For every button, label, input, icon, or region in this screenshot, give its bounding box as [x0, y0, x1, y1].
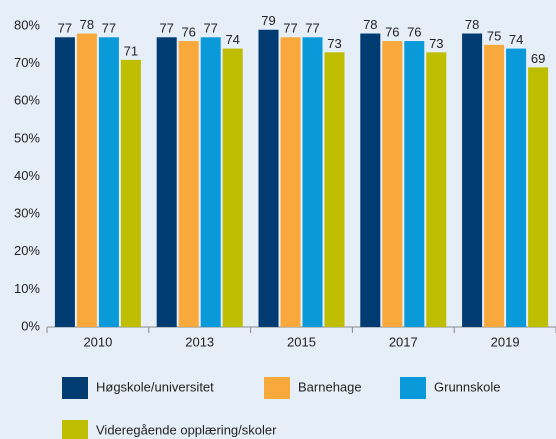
- data-label: 78: [363, 17, 377, 32]
- legend-label: Videregående opplæring/skoler: [96, 422, 277, 437]
- bar: [404, 41, 425, 328]
- bar: [222, 48, 243, 327]
- bar: [506, 48, 527, 327]
- bar: [528, 67, 549, 327]
- legend-swatch: [400, 377, 426, 399]
- data-label: 77: [283, 21, 297, 36]
- bar: [54, 37, 75, 327]
- bar: [76, 33, 97, 328]
- x-tick-label: 2017: [389, 334, 418, 349]
- bar: [200, 37, 221, 327]
- y-tick-label: 70%: [14, 55, 40, 70]
- y-tick-label: 20%: [14, 243, 40, 258]
- bar: [426, 52, 447, 328]
- data-label: 77: [58, 21, 72, 36]
- data-label: 75: [487, 28, 501, 43]
- y-tick-label: 80%: [14, 17, 40, 32]
- data-label: 74: [509, 32, 523, 47]
- data-label: 77: [102, 21, 116, 36]
- bar: [302, 37, 323, 327]
- bar: [324, 52, 345, 328]
- legend-label: Høgskole/universitet: [96, 379, 214, 394]
- data-label: 71: [124, 43, 138, 58]
- data-label: 77: [159, 21, 173, 36]
- bar: [382, 41, 403, 328]
- y-tick-label: 40%: [14, 168, 40, 183]
- data-label: 76: [181, 24, 195, 39]
- bar: [360, 33, 381, 328]
- y-tick-label: 10%: [14, 281, 40, 296]
- x-tick-label: 2013: [185, 334, 214, 349]
- data-label: 73: [327, 36, 341, 51]
- legend-swatch: [264, 377, 290, 399]
- data-label: 78: [465, 17, 479, 32]
- bar: [484, 44, 505, 327]
- x-tick-label: 2015: [287, 334, 316, 349]
- y-tick-label: 60%: [14, 93, 40, 108]
- legend-swatch: [62, 377, 88, 399]
- legend-label: Barnehage: [298, 379, 362, 394]
- bar: [178, 41, 199, 328]
- data-label: 74: [225, 32, 239, 47]
- legend-swatch: [62, 420, 88, 439]
- y-tick-label: 30%: [14, 206, 40, 221]
- bar: [156, 37, 177, 327]
- data-label: 77: [305, 21, 319, 36]
- x-tick-label: 2019: [491, 334, 520, 349]
- data-label: 78: [80, 17, 94, 32]
- data-label: 79: [261, 13, 275, 28]
- bar: [462, 33, 483, 328]
- data-label: 73: [429, 36, 443, 51]
- bar: [280, 37, 301, 327]
- y-tick-label: 50%: [14, 130, 40, 145]
- data-label: 76: [385, 24, 399, 39]
- legend-label: Grunnskole: [434, 379, 500, 394]
- data-label: 76: [407, 24, 421, 39]
- bar: [98, 37, 119, 327]
- x-tick-label: 2010: [83, 334, 112, 349]
- y-tick-label: 0%: [21, 318, 40, 333]
- data-label: 69: [531, 51, 545, 66]
- bar: [120, 59, 141, 328]
- bar: [258, 29, 279, 327]
- data-label: 77: [203, 21, 217, 36]
